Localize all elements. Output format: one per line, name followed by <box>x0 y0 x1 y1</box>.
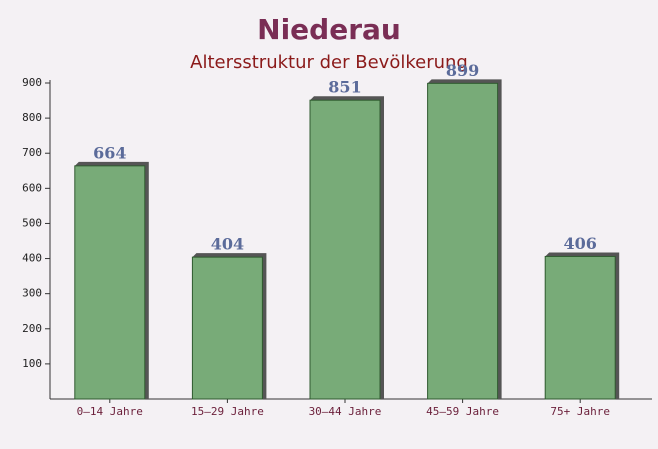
bar <box>544 255 616 400</box>
chart-subtitle: Altersstruktur der Bevölkerung <box>190 52 468 73</box>
x-tick-label: 30–44 Jahre <box>309 405 382 418</box>
y-tick-label: 100 <box>22 357 42 370</box>
bar <box>427 82 499 400</box>
y-tick-label: 800 <box>22 111 42 124</box>
value-label: 851 <box>328 78 361 97</box>
y-tick-label: 900 <box>22 76 42 89</box>
value-label: 899 <box>446 61 479 80</box>
chart-title: Niederau <box>257 13 401 46</box>
y-tick-label: 600 <box>22 181 42 194</box>
bar <box>191 256 263 400</box>
x-tick-label: 15–29 Jahre <box>191 405 264 418</box>
y-tick-label: 700 <box>22 146 42 159</box>
bar <box>309 99 381 400</box>
y-tick-label: 200 <box>22 322 42 335</box>
bar <box>74 165 146 400</box>
x-tick-label: 45–59 Jahre <box>426 405 499 418</box>
y-tick-label: 300 <box>22 287 42 300</box>
x-tick-label: 0–14 Jahre <box>77 405 143 418</box>
x-tick-label: 75+ Jahre <box>550 405 610 418</box>
y-tick-label: 400 <box>22 252 42 265</box>
value-label: 406 <box>563 234 596 253</box>
y-tick-label: 500 <box>22 216 42 229</box>
value-label: 664 <box>93 143 126 162</box>
value-label: 404 <box>211 235 244 254</box>
